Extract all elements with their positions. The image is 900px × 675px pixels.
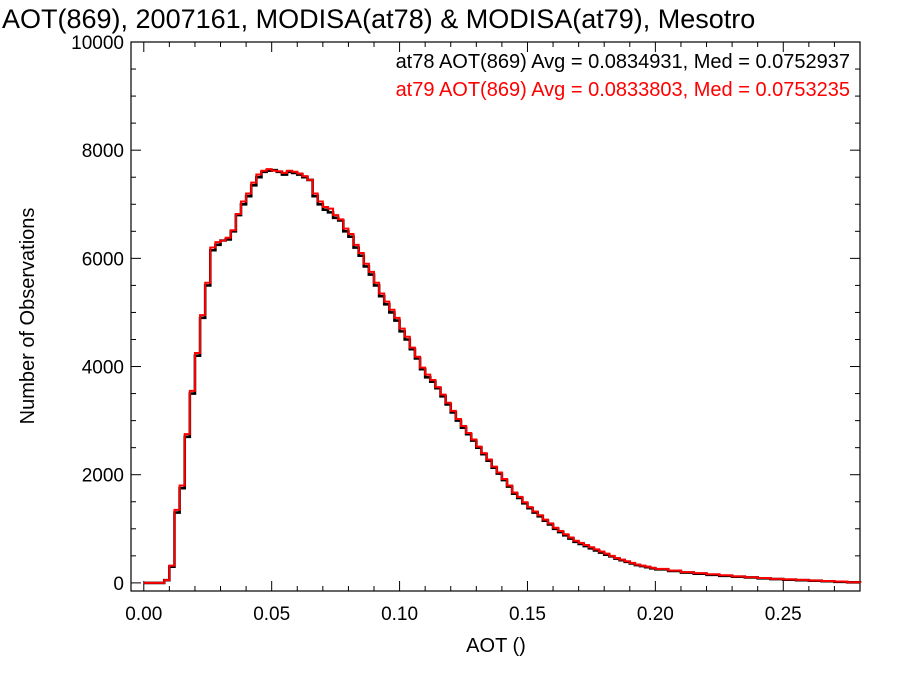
x-tick-label: 0.20 [637,604,674,625]
y-tick-label: 4000 [82,358,124,379]
y-axis-ticks: 0 2000 4000 6000 8000 10000 [71,33,860,595]
plot-frame [130,41,861,592]
y-axis-label: Number of Observations [17,208,39,425]
plot-border [130,41,861,592]
series-line-at79 [143,168,861,584]
x-axis-label: AOT () [466,635,526,657]
annotation-at78-stats: at78 AOT(869) Avg = 0.0834931, Med = 0.0… [396,51,850,73]
series-line-at78 [143,168,862,585]
y-tick-label: 8000 [82,141,124,162]
y-tick-label: 6000 [82,249,124,270]
series-layer [143,168,862,585]
x-axis-ticks: 0.00 0.05 0.10 0.15 0.20 0.25 [125,42,861,625]
x-tick-label: 0.05 [253,604,290,625]
x-tick-label: 0.25 [765,604,802,625]
x-tick-label: 0.00 [125,604,162,625]
x-tick-label: 0.15 [509,604,546,625]
y-tick-label: 10000 [71,33,124,54]
y-tick-label: 2000 [82,466,124,487]
chart-title: AOT(869), 2007161, MODISA(at78) & MODISA… [2,4,755,34]
annotation-at79-stats: at79 AOT(869) Avg = 0.0833803, Med = 0.0… [396,79,850,101]
x-tick-label: 0.10 [381,604,418,625]
y-tick-label: 0 [113,574,124,595]
